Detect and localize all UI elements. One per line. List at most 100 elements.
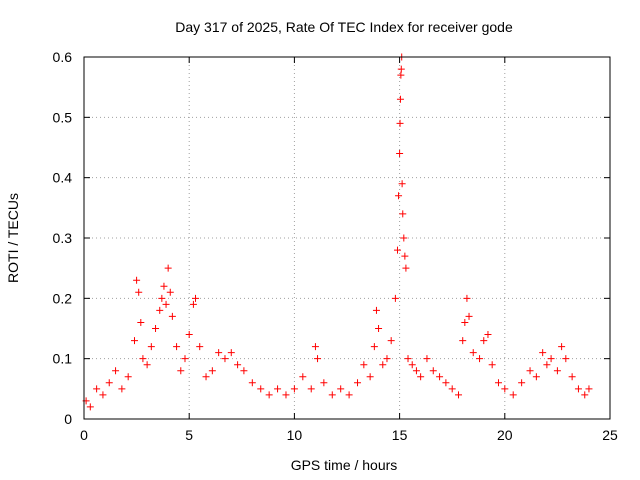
data-point xyxy=(401,252,409,260)
data-point xyxy=(105,379,113,387)
data-point xyxy=(494,379,502,387)
x-axis-label: GPS time / hours xyxy=(291,457,398,473)
x-tick-label: 0 xyxy=(80,427,88,443)
data-point xyxy=(168,312,176,320)
data-point xyxy=(208,367,216,375)
data-point xyxy=(574,385,582,393)
data-point xyxy=(265,391,273,399)
y-tick-label: 0.5 xyxy=(53,109,73,125)
data-point xyxy=(397,71,405,79)
data-point xyxy=(196,343,204,351)
data-point xyxy=(156,306,164,314)
data-point xyxy=(448,385,456,393)
data-point xyxy=(396,119,404,127)
data-point xyxy=(412,367,420,375)
data-point xyxy=(480,337,488,345)
data-point xyxy=(311,343,319,351)
data-point xyxy=(320,379,328,387)
data-point xyxy=(137,318,145,326)
data-point xyxy=(429,367,437,375)
data-point xyxy=(160,282,168,290)
data-point xyxy=(442,379,450,387)
data-point xyxy=(465,312,473,320)
data-point xyxy=(395,192,403,200)
data-point xyxy=(469,349,477,357)
data-point xyxy=(400,234,408,242)
data-point xyxy=(166,288,174,296)
data-point xyxy=(558,343,566,351)
data-point xyxy=(372,306,380,314)
axis-ticks: 0 5 10 15 20 25 0 0.1 0.2 0.3 0.4 0.5 0.6 xyxy=(53,49,618,443)
data-point xyxy=(375,325,383,332)
data-point xyxy=(366,373,374,381)
data-point xyxy=(396,95,404,103)
data-point xyxy=(152,325,160,332)
data-point xyxy=(553,367,561,375)
data-point xyxy=(202,373,210,381)
data-point xyxy=(509,391,517,399)
data-point xyxy=(307,385,315,393)
data-point xyxy=(177,367,185,375)
data-point xyxy=(387,337,395,345)
data-point xyxy=(396,150,404,158)
data-point xyxy=(139,355,147,363)
data-points xyxy=(82,53,593,411)
data-point xyxy=(124,373,132,381)
data-point xyxy=(274,385,282,393)
data-point xyxy=(282,391,290,399)
data-point xyxy=(158,294,166,302)
data-point xyxy=(189,300,197,308)
data-point xyxy=(501,385,509,393)
data-point xyxy=(185,331,193,339)
data-point xyxy=(539,349,547,357)
data-point xyxy=(526,367,534,375)
data-point xyxy=(581,391,589,399)
data-point xyxy=(221,355,229,363)
data-point xyxy=(463,294,471,302)
x-tick-label: 20 xyxy=(497,427,513,443)
y-axis-label: ROTI / TECUs xyxy=(5,193,21,283)
data-point xyxy=(354,379,362,387)
y-tick-label: 0.3 xyxy=(53,230,73,246)
data-point xyxy=(147,343,155,351)
data-point xyxy=(314,355,322,363)
chart-title: Day 317 of 2025, Rate Of TEC Index for r… xyxy=(175,19,513,35)
x-tick-label: 10 xyxy=(287,427,303,443)
data-point xyxy=(299,373,307,381)
data-point xyxy=(173,343,181,351)
data-point xyxy=(476,355,484,363)
plot-frame xyxy=(83,56,611,420)
data-point xyxy=(547,355,555,363)
data-point xyxy=(162,300,170,308)
data-point xyxy=(568,373,576,381)
data-point xyxy=(99,391,107,399)
data-point xyxy=(585,385,593,393)
data-point xyxy=(398,180,406,188)
data-point xyxy=(417,373,425,381)
data-point xyxy=(135,288,143,296)
data-point xyxy=(408,361,416,369)
data-point xyxy=(328,391,336,399)
data-point xyxy=(423,355,431,363)
y-tick-label: 0 xyxy=(64,411,72,427)
data-point xyxy=(455,391,463,399)
data-point xyxy=(164,264,172,272)
data-point xyxy=(227,349,235,357)
data-point xyxy=(234,361,242,369)
data-point xyxy=(393,246,401,254)
y-tick-label: 0.6 xyxy=(53,49,73,65)
data-point xyxy=(86,403,94,411)
data-point xyxy=(118,385,126,393)
x-tick-label: 15 xyxy=(392,427,408,443)
data-point xyxy=(257,385,265,393)
x-tick-label: 5 xyxy=(185,427,193,443)
data-point xyxy=(532,373,540,381)
data-point xyxy=(488,361,496,369)
data-point xyxy=(459,337,467,345)
data-point xyxy=(130,337,138,345)
data-point xyxy=(248,379,256,387)
y-tick-label: 0.1 xyxy=(53,351,73,367)
y-tick-label: 0.2 xyxy=(53,290,73,306)
data-point xyxy=(484,331,492,339)
data-point xyxy=(93,385,101,393)
